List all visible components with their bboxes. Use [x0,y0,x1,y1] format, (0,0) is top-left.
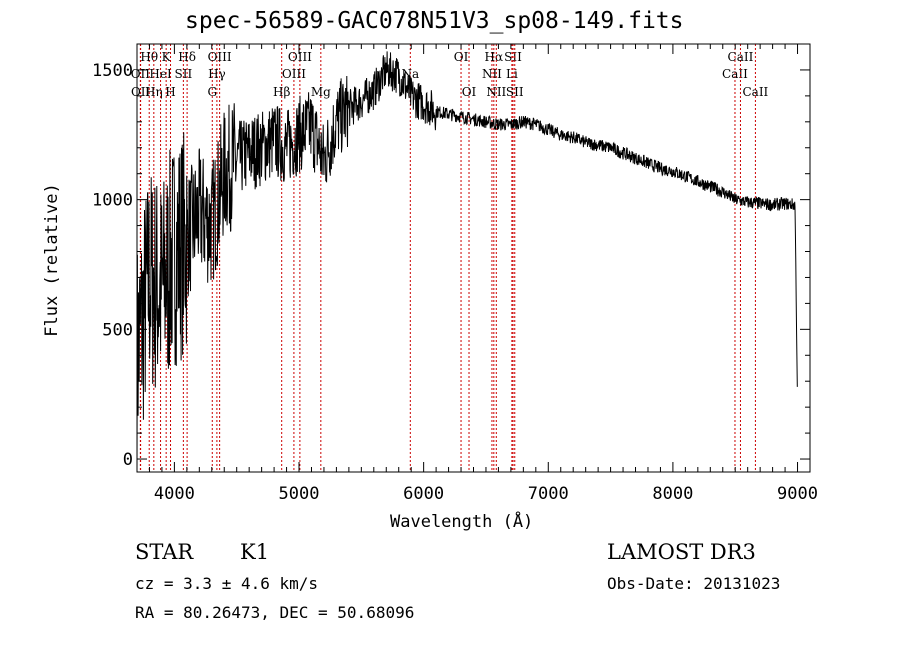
y-tick-label: 0 [123,450,133,470]
object-subclass: K1 [240,540,270,564]
plot-frame [136,43,811,473]
ra-dec-text: RA = 80.26473, DEC = 50.68096 [135,603,415,622]
spectral-line-label: Hβ [273,85,290,99]
redshift-text: cz = 3.3 ± 4.6 km/s [135,574,319,593]
spectral-line-label: Hα [485,50,504,64]
survey-name: LAMOST DR3 [607,540,756,564]
x-tick-label: 5000 [279,484,320,504]
spectral-line-label: Na [401,67,419,81]
x-axis-label: Wavelength (Å) [390,512,534,532]
x-tick-label: 6000 [403,484,444,504]
spectral-line-label: CaII [742,85,768,99]
spectral-line-label: G [207,85,217,99]
spectrum-line [136,51,798,470]
y-tick-label: 1000 [92,191,133,211]
spectral-line-label: Hδ [178,50,196,64]
spectral-line-label: SII [504,50,522,64]
spectral-line-label: NII [482,67,502,81]
spectral-line-label: Li [506,67,518,81]
spectral-line-label: OIII [282,67,306,81]
spectral-line-label: CaII [728,50,754,64]
spectral-line-label: OI [454,50,469,64]
spectral-line-label: Hθ [140,50,158,64]
x-tick-label: 4000 [154,484,195,504]
spectral-line-label: OII [131,85,151,99]
spectral-line-label: SII [506,85,524,99]
x-tick-label: 9000 [777,484,818,504]
spectral-line-label: HeI [149,67,172,81]
spectral-line-label: OI [462,85,477,99]
x-tick-label: 8000 [652,484,693,504]
spectral-line-label: H [165,85,175,99]
spectral-line-label: Hη [145,85,163,99]
y-tick-label: 1500 [92,61,133,81]
y-tick-label: 500 [102,320,133,340]
spectral-line-label: Mg [311,85,331,99]
chart-title: spec-56589-GAC078N51V3_sp08-149.fits [185,8,684,34]
spectral-line-label: NII [486,85,506,99]
spectral-line-label: OIII [208,50,232,64]
y-axis-label: Flux (relative) [42,183,62,337]
spectral-line-label: K [162,50,172,64]
spectral-line-label: CaII [722,67,748,81]
x-tick-label: 7000 [528,484,569,504]
object-class: STAR [135,540,194,564]
spectral-line-label: OIII [288,50,312,64]
spectral-line-label: Hγ [208,67,226,81]
spectral-line-label: SII [175,67,193,81]
obs-date: Obs-Date: 20131023 [607,574,781,593]
